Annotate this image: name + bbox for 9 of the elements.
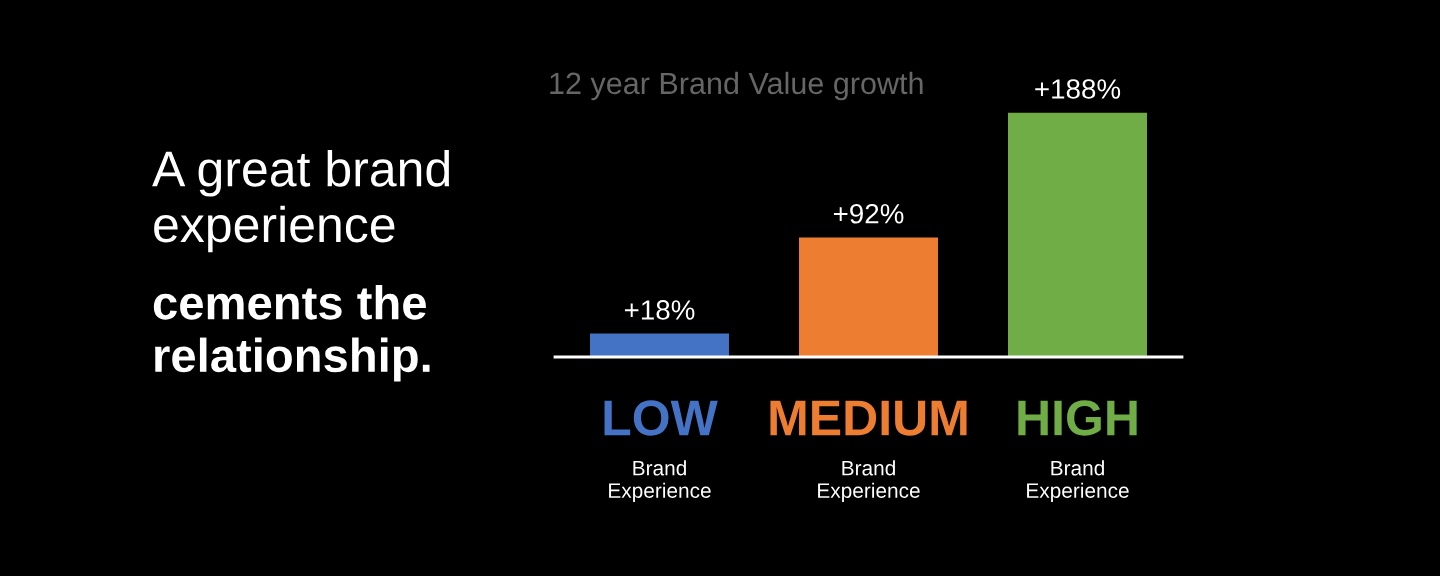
x-tick-label: HIGH Brand Experience <box>1018 400 1137 503</box>
data-label: +188% <box>1035 79 1121 99</box>
chart-title: 12 year Brand Value growth <box>550 71 923 101</box>
x-tick-label: MEDIUM Brand Experience <box>770 400 967 503</box>
data-label: +18% <box>624 300 695 320</box>
text: cements the relationship. <box>153 285 430 382</box>
x-tick-label: LOW Brand Experience <box>604 400 718 503</box>
data-label: +92% <box>833 203 904 224</box>
text: A great brand experience <box>152 150 450 253</box>
